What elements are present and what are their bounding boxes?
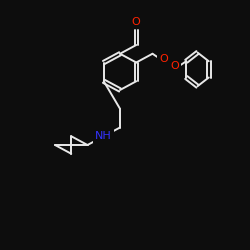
Text: O: O xyxy=(160,54,168,64)
Text: O: O xyxy=(170,61,179,71)
Text: NH: NH xyxy=(96,131,112,141)
Text: O: O xyxy=(132,17,140,27)
